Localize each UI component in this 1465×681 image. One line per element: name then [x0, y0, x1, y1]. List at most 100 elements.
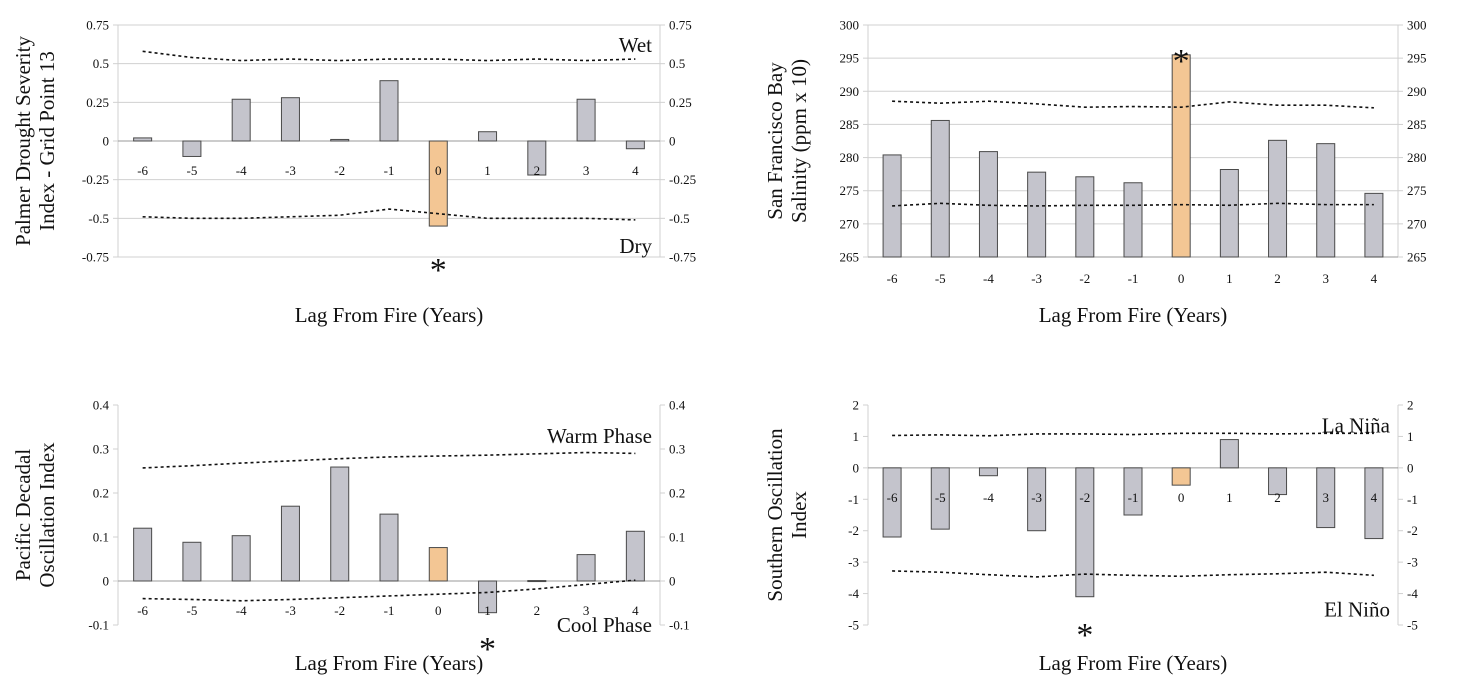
y-tick-label-right: 0	[669, 574, 676, 589]
y-tick-label-left: -4	[848, 586, 859, 601]
x-category-label: 4	[632, 163, 639, 178]
bar	[1219, 439, 1239, 469]
bar	[478, 580, 498, 614]
bar	[625, 530, 645, 582]
bar	[379, 80, 399, 142]
bar	[1268, 467, 1288, 496]
y-tick-label-right: 300	[1407, 18, 1427, 33]
bar-highlight	[1171, 467, 1191, 486]
y-tick-label-right: 265	[1407, 250, 1427, 265]
x-category-label: 3	[1322, 490, 1329, 505]
x-category-label: 1	[484, 163, 491, 178]
y-tick-label-left: 295	[840, 51, 860, 66]
upper-confidence-line	[892, 432, 1374, 437]
significance-star: *	[430, 252, 447, 289]
bar	[1364, 467, 1384, 540]
bar	[133, 527, 153, 582]
y-tick-label-left: 290	[840, 84, 860, 99]
x-category-label: 2	[534, 163, 541, 178]
y-tick-label-left: 300	[840, 18, 860, 33]
lower-confidence-line	[142, 208, 636, 221]
y-tick-label-right: 0.25	[669, 95, 692, 110]
y-axis-title-line: San Francisco Bay	[763, 62, 787, 220]
x-category-label: -5	[186, 163, 197, 178]
y-tick-label-left: 0.3	[93, 442, 109, 457]
x-category-label: -2	[1079, 271, 1090, 286]
y-tick-label-right: 0.1	[669, 530, 685, 545]
significance-star: *	[1173, 43, 1190, 80]
y-tick-label-left: -0.5	[88, 211, 109, 226]
x-category-label: 4	[1371, 490, 1378, 505]
y-tick-label-right: 2	[1407, 398, 1414, 413]
y-tick-label-left: 0.1	[93, 530, 109, 545]
y-axis-title: Pacific DecadalOscillation Index	[11, 442, 59, 588]
x-category-label: 0	[435, 603, 442, 618]
bar	[576, 554, 596, 582]
bar	[625, 140, 645, 150]
y-tick-label-left: 2	[853, 398, 860, 413]
y-tick-label-left: -2	[848, 523, 859, 538]
bar	[379, 513, 399, 582]
y-tick-label-right: 270	[1407, 216, 1427, 231]
x-category-label: -5	[935, 490, 946, 505]
x-category-label: -2	[334, 163, 345, 178]
y-axis-title-line: Index - Grid Point 13	[35, 51, 59, 231]
panel-southern-oscillation: 2 2 1 1 0 0 -1 -1 -2 -2 -3 -3 -4 -4 -5 -5 -6 -5 -4 -3 -2 -1 0 1…	[763, 398, 1418, 676]
bar	[330, 138, 350, 142]
bar	[182, 541, 202, 582]
x-category-label: 4	[632, 603, 639, 618]
x-category-label: 3	[1322, 271, 1329, 286]
y-tick-label-left: 280	[840, 150, 860, 165]
x-axis-title: Lag From Fire (Years)	[295, 651, 484, 675]
bar-highlight	[428, 547, 448, 582]
panel-sf-bay-salinity: 300 300 295 295 290 290 285 285 280 280 275 275 270 2…	[763, 18, 1427, 328]
y-tick-label-left: 1	[853, 429, 860, 444]
y-tick-label-right: 0.4	[669, 398, 686, 413]
y-tick-label-left: 0.75	[86, 18, 109, 33]
y-axis-title: Southern OscillationIndex	[763, 428, 811, 602]
bar	[1123, 467, 1143, 516]
y-tick-label-left: 0	[853, 460, 860, 475]
lower-confidence-line	[892, 570, 1374, 578]
y-axis-title: Palmer Drought SeverityIndex - Grid Poin…	[11, 36, 59, 246]
y-tick-label-right: 0.2	[669, 486, 685, 501]
x-category-label: 0	[1178, 271, 1185, 286]
y-tick-label-right: 285	[1407, 117, 1427, 132]
bar	[1027, 171, 1047, 258]
x-category-label: 2	[1274, 271, 1281, 286]
bar	[930, 119, 950, 258]
y-tick-label-right: -4	[1407, 586, 1418, 601]
x-category-label: -1	[384, 603, 395, 618]
y-tick-label-left: -3	[848, 555, 859, 570]
x-category-label: -4	[236, 603, 247, 618]
bar	[133, 137, 153, 142]
phase-annotation: La Niña	[1322, 413, 1391, 437]
y-tick-label-right: 0.3	[669, 442, 685, 457]
x-category-label: -3	[285, 603, 296, 618]
y-tick-label-right: -1	[1407, 492, 1418, 507]
y-tick-label-left: -0.1	[88, 618, 109, 633]
y-axis-title-line: Salinity (ppm x 10)	[787, 59, 811, 223]
panel-palmer-drought-severity: 0.75 0.75 0.5 0.5 0.25 0.25 0 0 -0.25 -0.25 -0.5 -0…	[11, 18, 696, 328]
bar	[1316, 467, 1336, 529]
bar	[231, 98, 251, 142]
y-axis-title-line: Oscillation Index	[35, 442, 59, 588]
y-tick-label-right: 0	[669, 134, 676, 149]
x-category-label: -3	[1031, 490, 1042, 505]
lower-confidence-line	[142, 579, 636, 602]
bar	[576, 98, 596, 142]
y-tick-label-right: 0.75	[669, 18, 692, 33]
y-tick-label-right: 295	[1407, 51, 1427, 66]
x-category-label: -5	[935, 271, 946, 286]
bar	[930, 467, 950, 530]
y-tick-label-left: 0	[103, 574, 110, 589]
phase-annotation: Dry	[619, 234, 652, 258]
y-tick-label-right: 0	[1407, 460, 1414, 475]
bar	[882, 467, 902, 538]
y-tick-label-left: -5	[848, 618, 859, 633]
panel-pacific-decadal-oscillation: 0.4 0.4 0.3 0.3 0.2 0.2 0.1 0.1 0 0 -0.1 -0.1 -6 -5 -4…	[11, 398, 690, 676]
x-category-label: -6	[887, 490, 898, 505]
x-category-label: 1	[1226, 490, 1233, 505]
y-tick-label-right: -0.1	[669, 618, 690, 633]
